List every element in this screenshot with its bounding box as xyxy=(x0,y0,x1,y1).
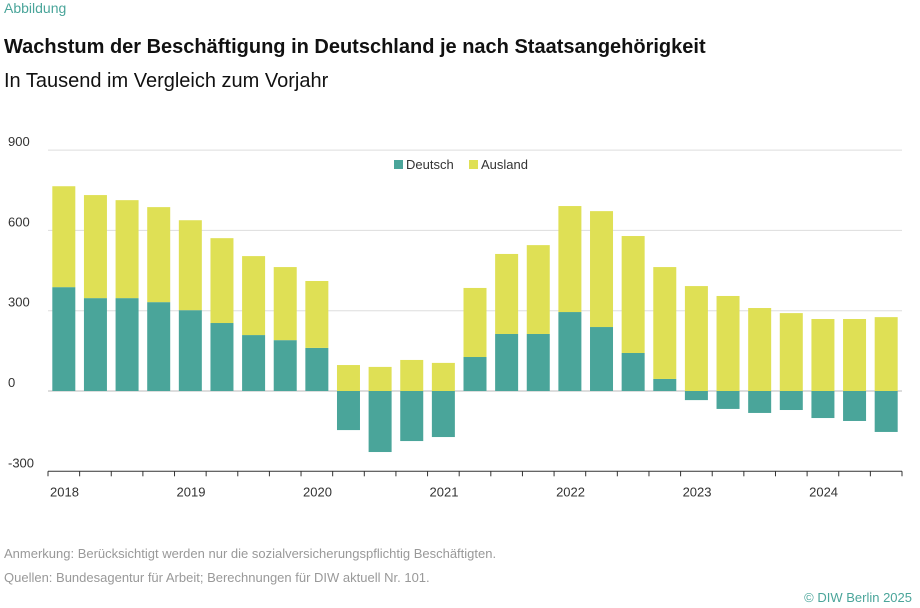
bar-ausland-2023Q1 xyxy=(684,286,708,391)
x-year-label: 2019 xyxy=(177,484,206,499)
bar-deutsch-2022Q2 xyxy=(590,327,614,391)
bar-deutsch-2018Q4 xyxy=(147,302,171,391)
bar-ausland-2023Q3 xyxy=(748,308,772,391)
bar-deutsch-2019Q2 xyxy=(210,323,234,391)
footnote: Anmerkung: Berücksichtigt werden nur die… xyxy=(4,546,497,561)
bar-deutsch-2024Q2 xyxy=(843,391,867,421)
bar-ausland-2020Q3 xyxy=(368,366,392,391)
bar-ausland-2020Q1 xyxy=(305,280,329,348)
bar-deutsch-2018Q1 xyxy=(52,287,76,391)
bar-deutsch-2023Q2 xyxy=(716,391,740,409)
bar-deutsch-2024Q3 xyxy=(874,391,898,432)
bar-deutsch-2019Q3 xyxy=(242,335,266,391)
bar-deutsch-2019Q4 xyxy=(273,340,297,391)
bar-ausland-2021Q4 xyxy=(526,245,550,334)
x-year-label: 2018 xyxy=(50,484,79,499)
bar-deutsch-2020Q2 xyxy=(336,391,360,431)
bar-ausland-2018Q2 xyxy=(83,195,107,299)
bar-ausland-2018Q3 xyxy=(115,200,139,299)
chart-title: Wachstum der Beschäftigung in Deutschlan… xyxy=(4,36,706,58)
source-note: Quellen: Bundesagentur für Arbeit; Berec… xyxy=(4,570,430,585)
bar-deutsch-2021Q2 xyxy=(463,357,487,391)
bar-ausland-2023Q2 xyxy=(716,295,740,391)
chart-subtitle: In Tausend im Vergleich zum Vorjahr xyxy=(4,70,329,92)
figure-label: Abbildung xyxy=(4,0,67,16)
bar-deutsch-2018Q2 xyxy=(83,298,107,391)
bar-ausland-2022Q2 xyxy=(590,211,614,328)
bar-deutsch-2022Q3 xyxy=(621,352,645,391)
bar-deutsch-2020Q1 xyxy=(305,347,329,391)
y-tick-label: 600 xyxy=(8,214,30,229)
bar-ausland-2024Q2 xyxy=(843,318,867,391)
bar-ausland-2019Q3 xyxy=(242,256,266,336)
bar-ausland-2022Q1 xyxy=(558,206,582,313)
bar-deutsch-2020Q4 xyxy=(400,391,424,442)
bar-deutsch-2023Q1 xyxy=(684,391,708,401)
bar-deutsch-2021Q4 xyxy=(526,333,550,391)
bar-ausland-2023Q4 xyxy=(779,313,803,391)
bar-ausland-2018Q4 xyxy=(147,207,171,303)
bar-ausland-2021Q1 xyxy=(431,362,455,391)
legend-swatch-deutsch xyxy=(394,160,403,169)
bar-ausland-2019Q4 xyxy=(273,267,297,341)
bar-ausland-2020Q2 xyxy=(336,365,360,391)
bar-deutsch-2021Q3 xyxy=(495,333,519,391)
y-tick-label: 300 xyxy=(8,295,30,310)
x-year-label: 2024 xyxy=(809,484,838,499)
bar-ausland-2022Q4 xyxy=(653,267,677,379)
bar-deutsch-2020Q3 xyxy=(368,391,392,453)
bar-ausland-2018Q1 xyxy=(52,186,76,288)
bar-ausland-2019Q1 xyxy=(178,220,202,311)
bar-deutsch-2023Q3 xyxy=(748,391,772,413)
copyright: © DIW Berlin 2025 xyxy=(804,590,912,605)
y-tick-label: 900 xyxy=(8,134,30,149)
bar-deutsch-2019Q1 xyxy=(178,310,202,391)
bar-ausland-2021Q2 xyxy=(463,287,487,358)
bar-ausland-2019Q2 xyxy=(210,238,234,324)
bar-deutsch-2018Q3 xyxy=(115,298,139,391)
bar-ausland-2022Q3 xyxy=(621,236,645,353)
bar-ausland-2024Q3 xyxy=(874,317,898,391)
x-year-label: 2021 xyxy=(430,484,459,499)
x-year-label: 2023 xyxy=(683,484,712,499)
bar-deutsch-2023Q4 xyxy=(779,391,803,411)
bar-deutsch-2024Q1 xyxy=(811,391,835,419)
bar-ausland-2021Q3 xyxy=(495,253,519,334)
bar-ausland-2020Q4 xyxy=(400,359,424,391)
y-tick-label: 0 xyxy=(8,375,15,390)
bar-ausland-2024Q1 xyxy=(811,318,835,391)
legend: Deutsch Ausland xyxy=(394,157,528,172)
x-year-label: 2020 xyxy=(303,484,332,499)
bar-deutsch-2022Q1 xyxy=(558,312,582,391)
legend-swatch-ausland xyxy=(469,160,478,169)
bar-deutsch-2021Q1 xyxy=(431,391,455,438)
y-tick-label: -300 xyxy=(8,455,34,470)
legend-label-deutsch: Deutsch xyxy=(406,157,454,172)
chart: -300 0 300 600 900 2018 2019 2020 2021 2022 2023 20… xyxy=(8,134,903,499)
bar-deutsch-2022Q4 xyxy=(653,378,677,391)
x-year-label: 2022 xyxy=(556,484,585,499)
legend-label-ausland: Ausland xyxy=(481,157,528,172)
